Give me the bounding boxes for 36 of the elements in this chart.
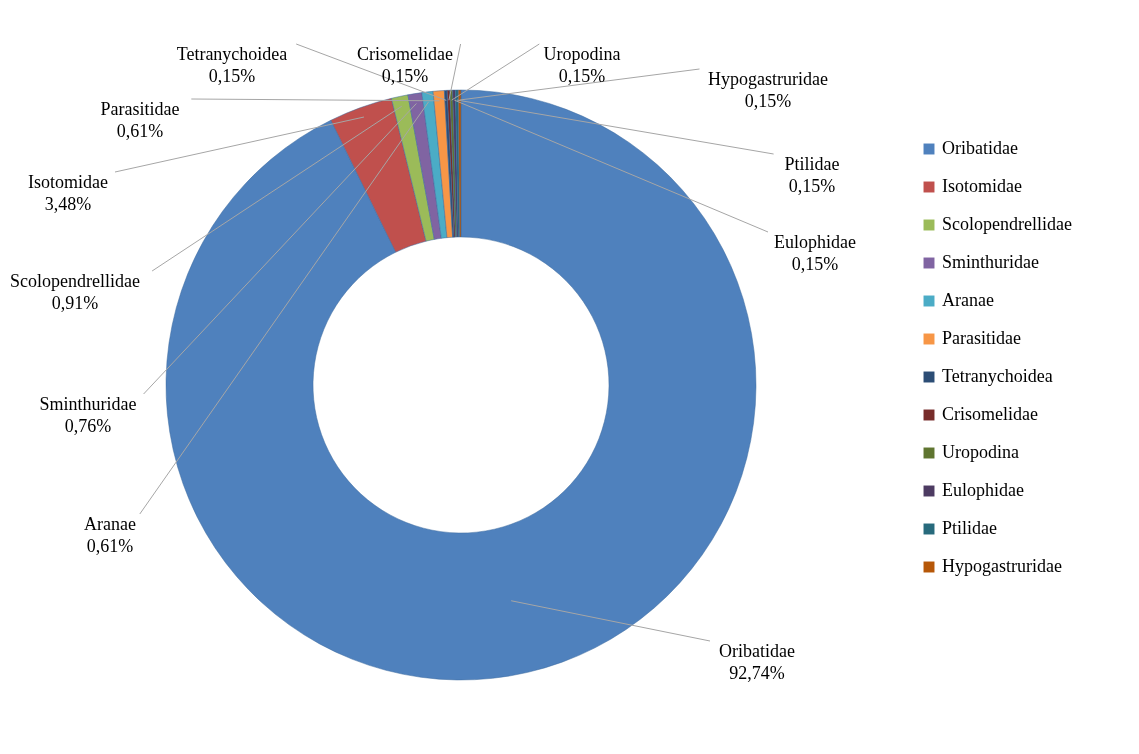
legend-label: Sminthuridae bbox=[942, 252, 1039, 272]
data-label: 3,48% bbox=[44, 194, 92, 214]
slice-label: Oribatidae bbox=[719, 641, 795, 661]
slice-label: Scolopendrellidae bbox=[10, 271, 140, 291]
legend-label: Scolopendrellidae bbox=[942, 214, 1072, 234]
slice-label: Ptilidae bbox=[784, 154, 840, 174]
legend-label: Tetranychoidea bbox=[942, 366, 1053, 386]
legend-label: Eulophidae bbox=[942, 480, 1024, 500]
slice-label: Eulophidae bbox=[774, 232, 856, 252]
legend-label: Isotomidae bbox=[942, 176, 1022, 196]
legend-label: Ptilidae bbox=[942, 518, 997, 538]
slice-label: Sminthuridae bbox=[39, 394, 137, 414]
legend-label: Oribatidae bbox=[942, 138, 1018, 158]
data-label: 0,15% bbox=[744, 91, 792, 111]
legend-label: Hypogastruridae bbox=[942, 556, 1062, 576]
data-label: 0,15% bbox=[208, 66, 256, 86]
legend-label: Uropodina bbox=[942, 442, 1019, 462]
data-label: 0,61% bbox=[116, 121, 164, 141]
legend-label: Crisomelidae bbox=[942, 404, 1038, 424]
slice-label: Parasitidae bbox=[100, 99, 180, 119]
data-label: 0,15% bbox=[788, 176, 836, 196]
legend-label: Aranae bbox=[942, 290, 994, 310]
slice-label: Isotomidae bbox=[28, 172, 108, 192]
legend-label: Parasitidae bbox=[942, 328, 1021, 348]
data-label: 0,15% bbox=[558, 66, 606, 86]
data-label: 0,76% bbox=[64, 416, 112, 436]
data-label: 0,61% bbox=[86, 536, 134, 556]
slice-label: Aranae bbox=[84, 514, 136, 534]
data-label: 0,15% bbox=[791, 254, 839, 274]
data-label: 92,74% bbox=[729, 663, 785, 683]
data-label: 0,91% bbox=[51, 293, 99, 313]
slice-label: Hypogastruridae bbox=[708, 69, 828, 89]
data-label: 0,15% bbox=[381, 66, 429, 86]
slice-label: Crisomelidae bbox=[357, 44, 453, 64]
slice-label: Tetranychoidea bbox=[176, 44, 288, 64]
slice-label: Uropodina bbox=[543, 44, 621, 64]
